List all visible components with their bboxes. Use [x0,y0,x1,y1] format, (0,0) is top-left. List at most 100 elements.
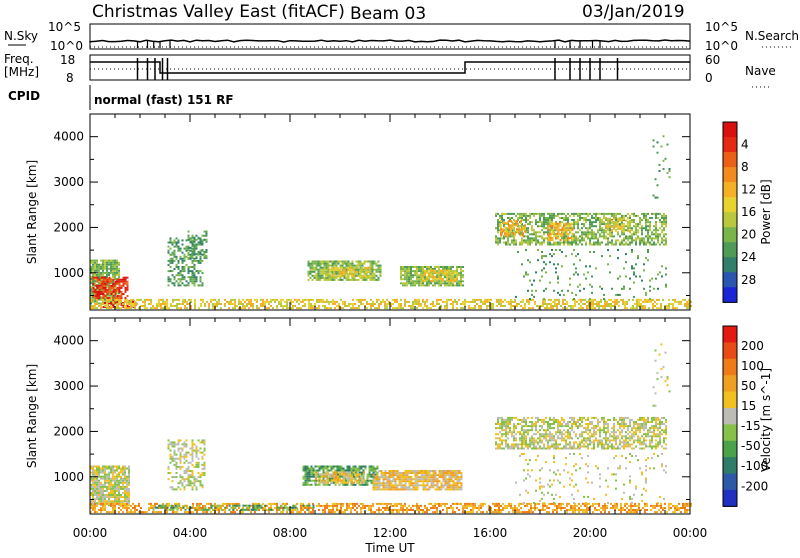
velocity-data-cell [385,486,387,488]
power-data-cell [595,267,597,269]
power-data-cell [537,231,539,233]
power-data-cell [545,237,547,239]
power-data-cell [546,305,548,307]
power-data-cell [164,303,166,305]
power-data-cell [452,274,454,276]
power-data-cell [123,293,125,295]
power-data-cell [428,274,430,276]
power-data-cell [400,303,402,305]
power-data-cell [353,275,355,277]
power-data-cell [108,262,110,264]
power-data-cell [641,219,643,221]
power-data-cell [343,271,345,273]
power-data-cell [92,260,94,262]
power-data-cell [611,215,613,217]
power-data-cell [446,305,448,307]
power-data-cell [573,242,575,244]
power-data-cell [340,279,342,281]
power-data-cell [627,213,629,215]
velocity-data-cell [104,470,106,472]
power-data-cell [408,280,410,282]
power-data-cell [310,265,312,267]
power-data-cell [248,303,250,305]
velocity-data-cell [110,496,112,498]
velocity-data-cell [457,484,459,486]
power-data-cell [180,303,182,305]
power-data-cell [208,305,210,307]
power-data-cell [486,307,488,309]
velocity-data-cell [327,478,329,480]
velocity-data-cell [405,478,407,480]
power-data-cell [567,219,569,221]
velocity-data-cell [375,468,377,470]
power-data-cell [655,213,657,215]
power-data-cell [426,305,428,307]
velocity-data-cell [182,476,184,478]
power-data-cell [525,213,527,215]
power-data-cell [342,263,344,265]
power-data-cell [320,269,322,271]
velocity-data-cell [323,480,325,482]
power-data-cell [601,255,603,257]
power-data-cell [280,305,282,307]
power-data-cell [653,195,655,197]
power-data-cell [252,303,254,305]
velocity-data-cell [451,486,453,488]
power-data-cell [170,262,172,264]
power-data-cell [440,276,442,278]
power-data-cell [529,233,531,235]
velocity-data-cell [96,511,98,513]
power-data-cell [500,220,502,222]
velocity-data-cell [377,488,379,490]
power-data-cell [614,301,616,303]
power-data-cell [132,303,134,305]
power-data-cell [434,282,436,284]
velocity-data-cell [401,480,403,482]
power-data-cell [426,276,428,278]
power-data-cell [454,301,456,303]
power-data-cell [344,267,346,269]
power-data-cell [659,235,661,237]
power-data-cell [184,266,186,268]
power-data-cell [460,266,462,268]
power-data-cell [511,217,513,219]
power-data-cell [107,291,109,293]
power-data-cell [99,295,101,297]
power-data-cell [543,215,545,217]
power-data-cell [616,303,618,305]
power-data-cell [358,301,360,303]
velocity-data-cell [180,448,182,450]
velocity-data-cell [128,484,130,486]
power-data-cell [266,301,268,303]
power-data-cell [627,222,629,224]
power-data-cell [533,237,535,239]
power-data-cell [531,294,533,296]
power-data-cell [101,277,103,279]
power-data-cell [456,274,458,276]
velocity-data-cell [305,482,307,484]
power-data-cell [328,267,330,269]
power-data-cell [655,229,657,231]
power-data-cell [312,271,314,273]
velocity-data-cell [94,484,96,486]
velocity-data-cell [363,484,365,486]
velocity-data-cell [409,470,411,472]
power-data-cell [522,228,524,230]
power-data-cell [410,282,412,284]
power-data-cell [100,268,102,270]
power-data-cell [633,282,635,284]
velocity-data-cell [104,498,106,500]
velocity-data-cell [178,448,180,450]
power-data-cell [539,215,541,217]
velocity-data-cell [347,470,349,472]
power-data-cell [591,233,593,235]
power-data-cell [125,287,127,289]
power-data-cell [665,274,667,276]
power-data-cell [563,244,565,246]
power-data-cell [430,307,432,309]
power-data-cell [665,221,667,223]
velocity-data-cell [409,486,411,488]
power-data-cell [607,228,609,230]
power-data-cell [521,244,523,246]
velocity-data-cell [333,471,335,473]
